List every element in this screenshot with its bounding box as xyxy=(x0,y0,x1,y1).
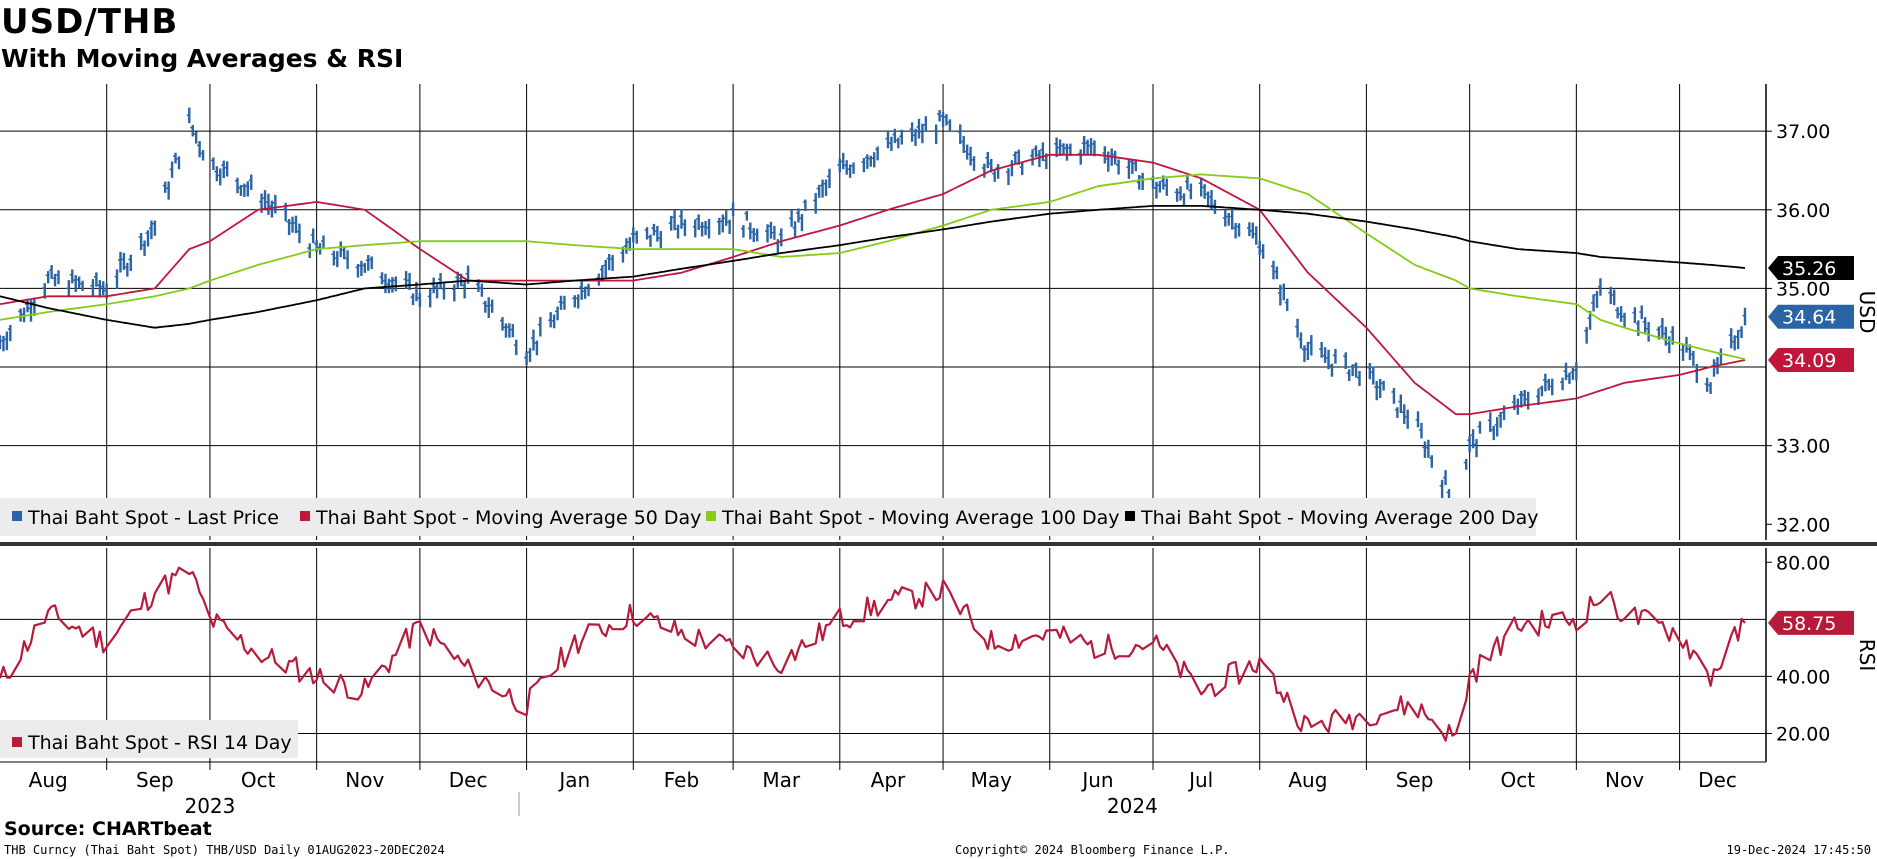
ma200-last-tag-bg xyxy=(1768,255,1854,280)
ma50-last-tag: 34.09 xyxy=(1768,347,1854,372)
x-month-label: Jun xyxy=(1080,768,1113,792)
x-month-label: Oct xyxy=(241,768,276,792)
legend-swatch xyxy=(12,511,22,521)
legend-swatch xyxy=(706,511,716,521)
price-legend: Thai Baht Spot - Last Price Thai Baht Spo… xyxy=(0,498,1539,536)
x-month-label: Aug xyxy=(1288,768,1327,792)
ma50-last-tag-text: 34.09 xyxy=(1782,350,1836,372)
ticker-note: THB Curncy (Thai Baht Spot) THB/USD Dail… xyxy=(4,843,445,857)
ma200-line xyxy=(0,204,1746,329)
x-month-label: Nov xyxy=(1605,768,1644,792)
x-month-label: May xyxy=(971,768,1013,792)
last-price-tag-text: 34.64 xyxy=(1782,307,1836,329)
rsi-last-tag-bg xyxy=(1768,610,1854,635)
rsi-y-axis-label: RSI xyxy=(1855,639,1877,672)
rsi-y-tick-label: 80.00 xyxy=(1776,552,1830,574)
price-y-tick-label: 32.00 xyxy=(1776,514,1830,536)
price-y-tick-label: 37.00 xyxy=(1776,121,1830,143)
x-month-label: Feb xyxy=(664,768,699,792)
x-year-label: 2024 xyxy=(1107,794,1158,818)
last-price-tag-bg xyxy=(1768,304,1854,329)
copyright-note: Copyright© 2024 Bloomberg Finance L.P. xyxy=(955,843,1230,857)
timestamp-note: 19-Dec-2024 17:45:50 xyxy=(1726,843,1872,857)
legend-swatch xyxy=(12,737,22,747)
price-y-tick-label: 36.00 xyxy=(1776,200,1830,222)
x-month-label: Dec xyxy=(449,768,488,792)
chart-title: USD/THB xyxy=(1,2,179,42)
legend-swatch xyxy=(1125,511,1135,521)
x-month-label: Sep xyxy=(136,768,174,792)
x-month-label: Aug xyxy=(29,768,68,792)
price-bars-group xyxy=(0,107,1747,519)
legend-swatch xyxy=(300,511,310,521)
x-month-label: Nov xyxy=(345,768,384,792)
ma50-line xyxy=(0,153,1746,416)
ma50-last-tag-bg xyxy=(1768,347,1854,372)
price-legend-bg xyxy=(0,498,1536,536)
x-month-label: Oct xyxy=(1501,768,1536,792)
rsi-legend: Thai Baht Spot - RSI 14 Day xyxy=(0,720,298,758)
x-month-label: Apr xyxy=(871,768,906,792)
legend-label: Thai Baht Spot - RSI 14 Day xyxy=(27,732,292,754)
x-month-label: Sep xyxy=(1396,768,1434,792)
rsi-y-tick-label: 40.00 xyxy=(1776,666,1830,688)
chart-subtitle: With Moving Averages & RSI xyxy=(1,44,404,73)
ma100-line xyxy=(0,173,1746,361)
legend-label: Thai Baht Spot - Moving Average 50 Day xyxy=(315,507,701,529)
x-month-label: Mar xyxy=(762,768,801,792)
ma200-last-tag-text: 35.26 xyxy=(1782,258,1836,280)
price-y-tick-label: 33.00 xyxy=(1776,436,1830,458)
last-price-tag: 34.64 xyxy=(1768,304,1854,329)
source-note: Source: CHARTbeat xyxy=(4,818,212,840)
rsi-last-tag: 58.75 xyxy=(1768,610,1854,635)
x-month-label: Jul xyxy=(1187,768,1213,792)
price-y-tick-label: 35.00 xyxy=(1776,278,1830,300)
legend-label: Thai Baht Spot - Moving Average 100 Day xyxy=(721,507,1120,529)
rsi-last-tag-text: 58.75 xyxy=(1782,613,1836,635)
price-y-axis-label: USD xyxy=(1855,291,1877,334)
legend-label: Thai Baht Spot - Last Price xyxy=(27,507,279,529)
legend-label: Thai Baht Spot - Moving Average 200 Day xyxy=(1140,507,1539,529)
x-year-label: 2023 xyxy=(184,794,235,818)
x-month-label: Jan xyxy=(557,768,590,792)
rsi-line xyxy=(0,566,1746,742)
ma200-last-tag: 35.26 xyxy=(1768,255,1854,280)
x-month-label: Dec xyxy=(1698,768,1737,792)
rsi-y-tick-label: 20.00 xyxy=(1776,723,1830,745)
rsi-legend-bg xyxy=(0,720,298,758)
